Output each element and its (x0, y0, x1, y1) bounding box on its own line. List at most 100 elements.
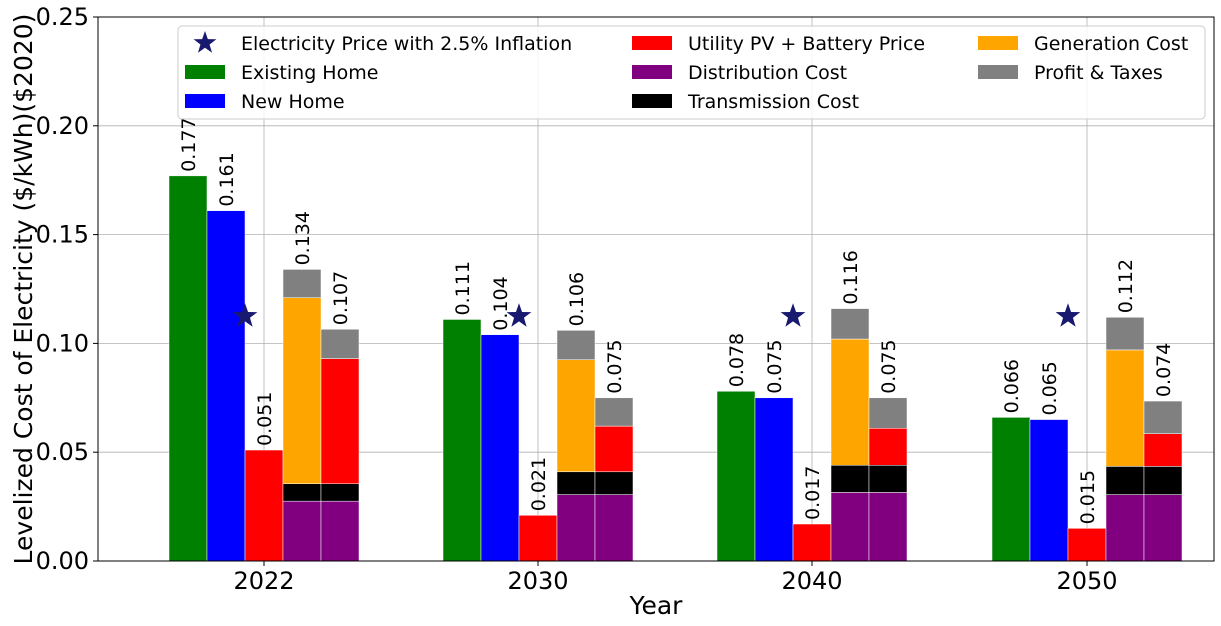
stack-total-label: 0.106 (566, 272, 588, 326)
bar-value-label: 0.066 (1001, 359, 1023, 413)
bar-value-label: 0.177 (178, 117, 200, 171)
x-axis-title: Year (629, 591, 684, 620)
legend-label: Distribution Cost (688, 62, 847, 84)
stack-segment-transmission-cost (594, 471, 634, 495)
data-labels: 0.177 0.111 0.078 0.066 0.161 0.104 0.075 0.065… (178, 117, 1175, 524)
stack-segment-transmission-cost (320, 483, 360, 502)
stack-segment-profit-taxes (1143, 400, 1183, 434)
bar-value-label: 0.051 (254, 392, 276, 446)
y-tick-label: 0.15 (36, 221, 89, 249)
bar-value-label: 0.015 (1077, 470, 1099, 524)
stack-segment-utility-pv-battery-price (320, 358, 360, 485)
bar-utility-pv-battery-price (1067, 528, 1107, 562)
legend-label: Electricity Price with 2.5% Inflation (241, 33, 572, 55)
stack-segment-transmission-cost (556, 471, 596, 495)
price-star-marker (1055, 303, 1081, 327)
bar-value-label: 0.104 (490, 276, 512, 330)
stack-segment-profit-taxes (830, 308, 870, 340)
bar-value-label: 0.017 (802, 466, 824, 520)
legend-label: Existing Home (241, 62, 378, 84)
x-tick-label: 2040 (781, 567, 842, 595)
y-tick-label: 0.10 (36, 329, 89, 357)
x-tick-label: 2050 (1056, 567, 1117, 595)
bar-existing-home (716, 391, 756, 562)
stack-segment-generation-cost (830, 338, 870, 466)
legend-label: Generation Cost (1034, 33, 1188, 55)
bar-existing-home (168, 175, 208, 562)
stack-segment-distribution-cost (556, 494, 596, 562)
stack-segment-distribution-cost (320, 500, 360, 562)
stack-segment-distribution-cost (830, 492, 870, 562)
legend-star-marker (193, 31, 217, 53)
stack-segment-distribution-cost (282, 500, 322, 562)
legend-label: New Home (241, 91, 345, 113)
legend-label: Transmission Cost (687, 91, 859, 113)
legend-swatch (185, 94, 225, 108)
price-star-marker (232, 303, 258, 327)
legend-label: Profit & Taxes (1034, 62, 1163, 84)
price-star-marker (780, 303, 806, 327)
stack-total-label: 0.074 (1153, 343, 1175, 397)
legend-swatch (978, 36, 1018, 50)
stack-segment-utility-pv-battery-price (594, 425, 634, 473)
stack-total-label: 0.116 (840, 250, 862, 304)
bar-value-label: 0.161 (216, 152, 238, 206)
stack-segment-generation-cost (282, 297, 322, 485)
bar-existing-home (991, 417, 1031, 562)
stack-segment-transmission-cost (1143, 466, 1183, 495)
bar-utility-pv-battery-price (518, 515, 558, 562)
stack-segment-profit-taxes (1105, 317, 1145, 351)
legend-swatch (632, 36, 672, 50)
bar-utility-pv-battery-price (792, 523, 832, 562)
price-star-marker (506, 303, 532, 327)
bar-new-home (480, 334, 520, 562)
y-tick-label: 0.00 (36, 547, 89, 575)
plot-frame (97, 16, 1215, 562)
stack-segment-distribution-cost (594, 494, 634, 562)
stack-segment-profit-taxes (868, 397, 908, 429)
legend-label: Utility PV + Battery Price (688, 33, 925, 55)
stack-total-label: 0.075 (878, 339, 900, 393)
bar-new-home (206, 210, 246, 562)
bar-value-label: 0.111 (452, 261, 474, 315)
legend-frame (177, 25, 1206, 120)
bars (168, 175, 1183, 562)
bar-value-label: 0.021 (528, 457, 550, 511)
stack-total-label: 0.134 (292, 211, 314, 265)
stack-segment-distribution-cost (1105, 494, 1145, 562)
stack-segment-transmission-cost (1105, 466, 1145, 495)
stack-total-label: 0.107 (330, 271, 352, 325)
bar-new-home (1029, 419, 1069, 562)
stack-segment-profit-taxes (556, 330, 596, 360)
bar-value-label: 0.065 (1039, 361, 1061, 415)
x-tick-label: 2030 (507, 567, 568, 595)
axis-ticks: 0.00 0.05 0.10 0.15 0.20 0.25 2022 2030 2040 2050 (36, 3, 1118, 595)
legend-swatch (978, 65, 1018, 79)
bar-utility-pv-battery-price (244, 449, 284, 562)
bar-value-label: 0.075 (764, 339, 786, 393)
legend: Electricity Price with 2.5% Inflation Exi… (177, 25, 1206, 120)
stack-segment-generation-cost (556, 359, 596, 473)
stack-segment-utility-pv-battery-price (868, 428, 908, 466)
y-tick-label: 0.05 (36, 438, 89, 466)
stack-segment-profit-taxes (320, 329, 360, 359)
x-tick-label: 2022 (233, 567, 294, 595)
legend-swatch (632, 94, 672, 108)
stack-segment-profit-taxes (282, 269, 322, 298)
y-axis-title: Levelized Cost of Electricity ($/kWh)($2… (9, 14, 38, 565)
legend-swatch (185, 65, 225, 79)
stack-segment-profit-taxes (594, 397, 634, 427)
stack-total-label: 0.075 (604, 339, 626, 393)
stack-segment-generation-cost (1105, 349, 1145, 467)
legend-swatch (632, 65, 672, 79)
stack-segment-transmission-cost (830, 465, 870, 493)
bar-new-home (754, 397, 794, 562)
bar-value-label: 0.078 (726, 333, 748, 387)
stack-segment-transmission-cost (868, 465, 908, 493)
stack-total-label: 0.112 (1115, 259, 1137, 313)
y-tick-label: 0.20 (36, 112, 89, 140)
stack-segment-distribution-cost (868, 492, 908, 562)
bar-existing-home (442, 319, 482, 562)
stack-segment-utility-pv-battery-price (1143, 433, 1183, 467)
